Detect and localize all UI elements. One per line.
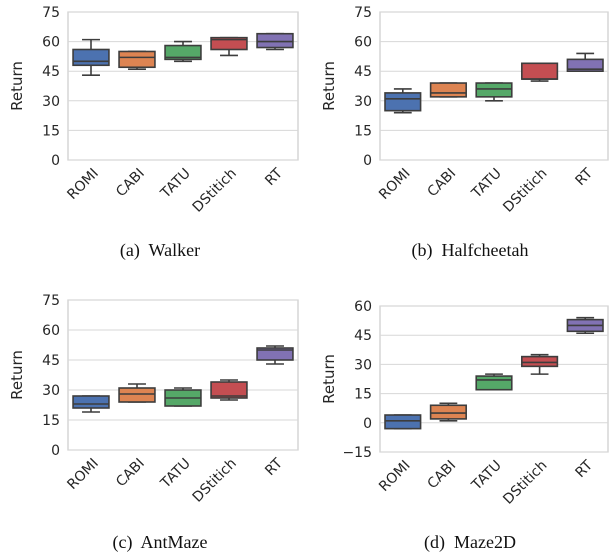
y-tick-label: 60 [42, 35, 60, 51]
y-tick-label: 60 [354, 35, 372, 51]
y-tick-label: 60 [354, 299, 372, 315]
box-cabi [429, 82, 467, 98]
y-tick-label: 30 [42, 383, 60, 399]
iqr-box [210, 381, 248, 399]
iqr-box [72, 395, 110, 409]
y-tick-label: 45 [354, 64, 372, 80]
box-dstitich [210, 36, 248, 57]
y-axis-label: Return [320, 61, 338, 111]
x-tick-label-romi: ROMI [376, 166, 413, 203]
iqr-box [118, 50, 156, 69]
x-tick-label-rt: RT [573, 457, 597, 481]
y-axis-label: Return [8, 350, 26, 400]
iqr-box [429, 82, 467, 98]
box-rt [256, 345, 294, 365]
y-tick-label: 0 [363, 416, 372, 432]
iqr-box [256, 347, 294, 361]
y-axis-label: Return [8, 61, 26, 111]
x-tick-label-dstitich: DStitich [190, 166, 240, 216]
iqr-box [475, 375, 513, 391]
box-cabi [118, 50, 156, 71]
iqr-box [384, 414, 422, 430]
y-tick-label: 45 [42, 64, 60, 80]
box-romi [384, 414, 422, 430]
panel-caption: (a) Walker [120, 240, 200, 261]
box-romi [72, 395, 110, 413]
y-tick-label: 75 [42, 5, 60, 21]
y-tick-label: −15 [342, 445, 372, 461]
y-tick-label: 75 [354, 5, 372, 21]
panel-caption: (b) Halfcheetah [412, 240, 529, 261]
y-tick-label: 15 [354, 123, 372, 139]
x-tick-label-dstitich: DStitich [500, 458, 550, 508]
box-dstitich [521, 353, 559, 375]
box-tatu [475, 373, 513, 391]
y-tick-label: 30 [42, 94, 60, 110]
iqr-box [164, 44, 202, 61]
box-tatu [475, 82, 513, 102]
panel-caption: (d) Maze2D [424, 532, 516, 553]
y-tick-label: 0 [363, 153, 372, 169]
y-tick-label: 15 [354, 387, 372, 403]
box-dstitich [210, 379, 248, 401]
iqr-box [256, 32, 294, 49]
iqr-box [521, 62, 559, 80]
x-tick-label-cabi: CABI [113, 166, 148, 201]
iqr-box [429, 404, 467, 420]
iqr-box [475, 82, 513, 98]
x-tick-label-tatu: TATU [157, 456, 194, 493]
x-tick-label-cabi: CABI [113, 456, 148, 491]
box-rt [566, 316, 604, 335]
iqr-box [521, 355, 559, 368]
y-tick-label: 15 [42, 123, 60, 139]
x-tick-label-cabi: CABI [425, 166, 460, 201]
x-tick-label-rt: RT [573, 165, 597, 189]
x-tick-label-tatu: TATU [157, 166, 194, 203]
box-rt [256, 32, 294, 51]
y-tick-label: 45 [42, 353, 60, 369]
x-tick-label-tatu: TATU [468, 458, 505, 495]
x-tick-label-cabi: CABI [425, 458, 460, 493]
y-tick-label: 30 [354, 357, 372, 373]
iqr-box [384, 92, 422, 112]
plot-area [67, 299, 299, 451]
box-tatu [164, 387, 202, 407]
iqr-box [566, 58, 604, 73]
box-cabi [118, 383, 156, 403]
x-tick-label-dstitich: DStitich [190, 456, 240, 506]
box-cabi [429, 402, 467, 422]
x-tick-label-romi: ROMI [64, 166, 101, 203]
iqr-box [72, 48, 110, 67]
box-dstitich [521, 62, 559, 82]
x-tick-label-rt: RT [262, 455, 286, 479]
y-tick-label: 0 [51, 153, 60, 169]
y-axis-label: Return [320, 354, 338, 404]
iqr-box [118, 387, 156, 403]
y-tick-label: 15 [42, 413, 60, 429]
x-tick-label-romi: ROMI [376, 458, 413, 495]
box-romi [384, 88, 422, 114]
y-tick-label: 30 [354, 94, 372, 110]
x-tick-label-tatu: TATU [468, 166, 505, 203]
box-romi [72, 38, 110, 76]
x-tick-label-rt: RT [262, 165, 286, 189]
box-rt [566, 52, 604, 73]
y-tick-label: 60 [42, 323, 60, 339]
iqr-box [210, 36, 248, 51]
y-tick-label: 45 [354, 328, 372, 344]
y-tick-label: 0 [51, 443, 60, 459]
x-tick-label-dstitich: DStitich [500, 166, 550, 216]
box-tatu [164, 40, 202, 63]
x-tick-label-romi: ROMI [64, 456, 101, 493]
y-tick-label: 75 [42, 293, 60, 309]
panel-caption: (c) AntMaze [113, 532, 208, 553]
